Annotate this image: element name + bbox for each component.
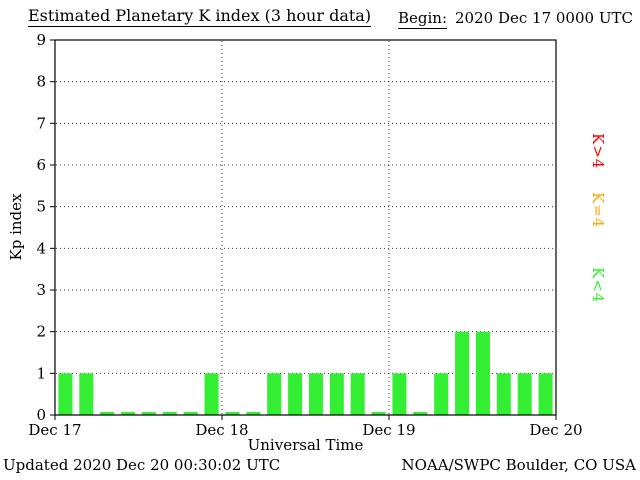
kp-bar: [413, 412, 428, 415]
kp-bar: [162, 412, 177, 415]
kp-bar: [141, 412, 156, 415]
chart-title: Estimated Planetary K index (3 hour data…: [28, 6, 372, 27]
kp-bar: [100, 412, 115, 415]
kp-bar: [475, 331, 490, 415]
y-tick-label: 7: [36, 114, 46, 132]
kp-bar: [350, 373, 365, 415]
kp-bar: [288, 373, 303, 415]
legend-k-gt-4: K>4: [589, 133, 607, 170]
kp-bar: [79, 373, 94, 415]
plot-border: [54, 39, 557, 416]
y-tick-label: 1: [36, 364, 46, 382]
kp-bar: [329, 373, 344, 415]
begin-timestamp: Begin: 2020 Dec 17 0000 UTC: [398, 9, 633, 29]
kp-bar: [455, 331, 470, 415]
kp-bar: [371, 412, 386, 415]
kp-bar: [121, 412, 136, 415]
x-tick-label: Dec 19: [362, 421, 415, 439]
y-tick-label: 9: [36, 31, 46, 49]
y-tick-label: 3: [36, 281, 46, 299]
source-credit: NOAA/SWPC Boulder, CO USA: [401, 456, 636, 474]
kp-bar: [183, 412, 198, 415]
y-tick-label: 5: [36, 198, 46, 216]
kp-bar: [392, 373, 407, 415]
y-tick-label: 8: [36, 73, 46, 91]
kp-bar: [225, 412, 240, 415]
begin-value: 2020 Dec 17 0000 UTC: [455, 9, 633, 27]
updated-timestamp: Updated 2020 Dec 20 00:30:02 UTC: [3, 456, 281, 474]
y-tick-label: 4: [36, 239, 46, 257]
y-tick-label: 2: [36, 323, 46, 341]
begin-label: Begin:: [398, 9, 448, 29]
kp-bar: [517, 373, 532, 415]
kp-bar: [496, 373, 511, 415]
x-axis-label: Universal Time: [247, 436, 364, 454]
kp-bar: [267, 373, 282, 415]
x-tick-label: Dec 17: [28, 421, 81, 439]
kp-bar: [246, 412, 261, 415]
legend-k-lt-4: K<4: [589, 267, 607, 304]
x-tick-label: Dec 18: [195, 421, 248, 439]
y-tick-label: 0: [36, 406, 46, 424]
kp-bar: [538, 373, 553, 415]
kp-bar: [434, 373, 449, 415]
legend-k-eq-4: K=4: [589, 192, 607, 229]
kp-bar: [308, 373, 323, 415]
kp-bar: [58, 373, 73, 415]
x-tick-label: Dec 20: [529, 421, 582, 439]
kp-bar: [204, 373, 219, 415]
y-tick-label: 6: [36, 156, 46, 174]
